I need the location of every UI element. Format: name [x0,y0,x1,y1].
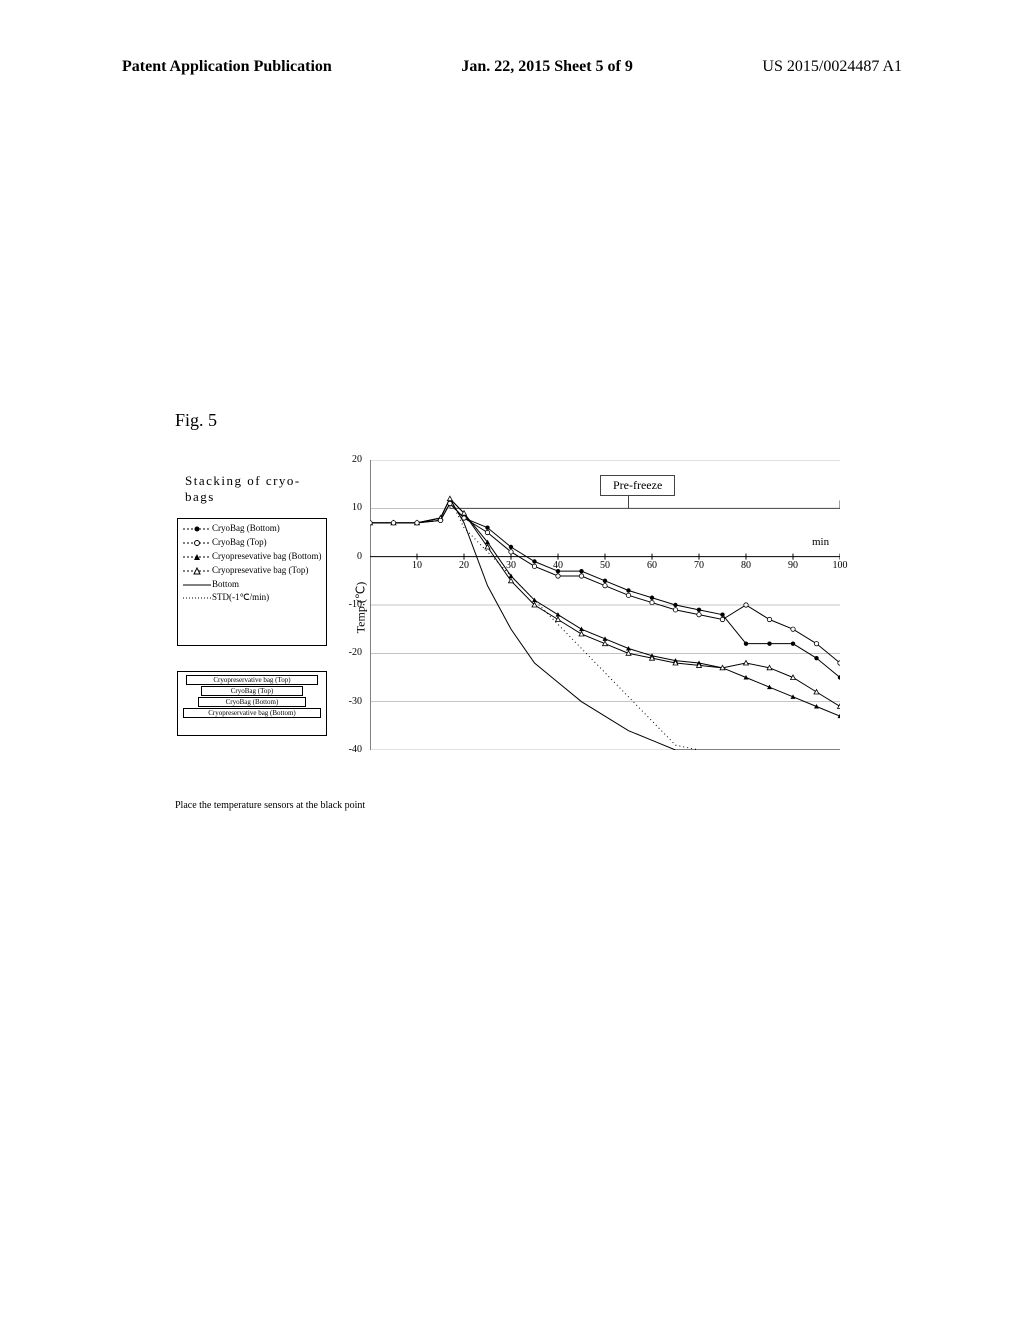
x-tick: 100 [830,560,850,571]
annotation-prefreeze: Pre-freeze [600,475,675,496]
x-tick: 40 [548,560,568,571]
legend-box: CryoBag (Bottom) CryoBag (Top) Cryoprese… [177,518,327,646]
legend-item: Cryopresevative bag (Top) [182,566,322,576]
plot-area: Pre-freeze min 1020304050607080901002010… [370,460,840,750]
header-left: Patent Application Publication [122,58,332,76]
header-right: US 2015/0024487 A1 [762,58,902,76]
stack-diagram: Cryopreservative bag (Top) CryoBag (Top)… [177,671,327,736]
stack-row: Cryopreservative bag (Top) [186,675,318,685]
x-tick: 20 [454,560,474,571]
y-tick: -20 [337,647,362,658]
x-tick: 70 [689,560,709,571]
y-tick: -10 [337,599,362,610]
stack-row: CryoBag (Bottom) [198,697,306,707]
y-tick: 20 [337,454,362,465]
footnote: Place the temperature sensors at the bla… [175,800,365,811]
chart-svg [370,460,840,750]
y-tick: -30 [337,696,362,707]
legend-item: STD(-1℃/min) [182,593,322,603]
x-tick: 80 [736,560,756,571]
stack-row: Cryopreservative bag (Bottom) [183,708,321,718]
stacking-title: Stacking of cryo-bags [185,473,330,504]
x-tick: 30 [501,560,521,571]
legend-item: Cryopresevative bag (Bottom) [182,552,322,562]
y-tick: -40 [337,744,362,755]
x-unit-label: min [812,536,829,548]
y-tick: 0 [337,551,362,562]
x-tick: 50 [595,560,615,571]
x-tick: 60 [642,560,662,571]
legend-item: Bottom [182,580,322,590]
y-tick: 10 [337,502,362,513]
legend-item: CryoBag (Top) [182,538,322,548]
x-tick: 10 [407,560,427,571]
stack-row: CryoBag (Top) [201,686,303,696]
header-middle: Jan. 22, 2015 Sheet 5 of 9 [461,58,633,76]
x-tick: 90 [783,560,803,571]
figure-label: Fig. 5 [175,410,217,431]
legend-item: CryoBag (Bottom) [182,524,322,534]
chart-container: Stacking of cryo-bags CryoBag (Bottom) C… [175,455,855,795]
